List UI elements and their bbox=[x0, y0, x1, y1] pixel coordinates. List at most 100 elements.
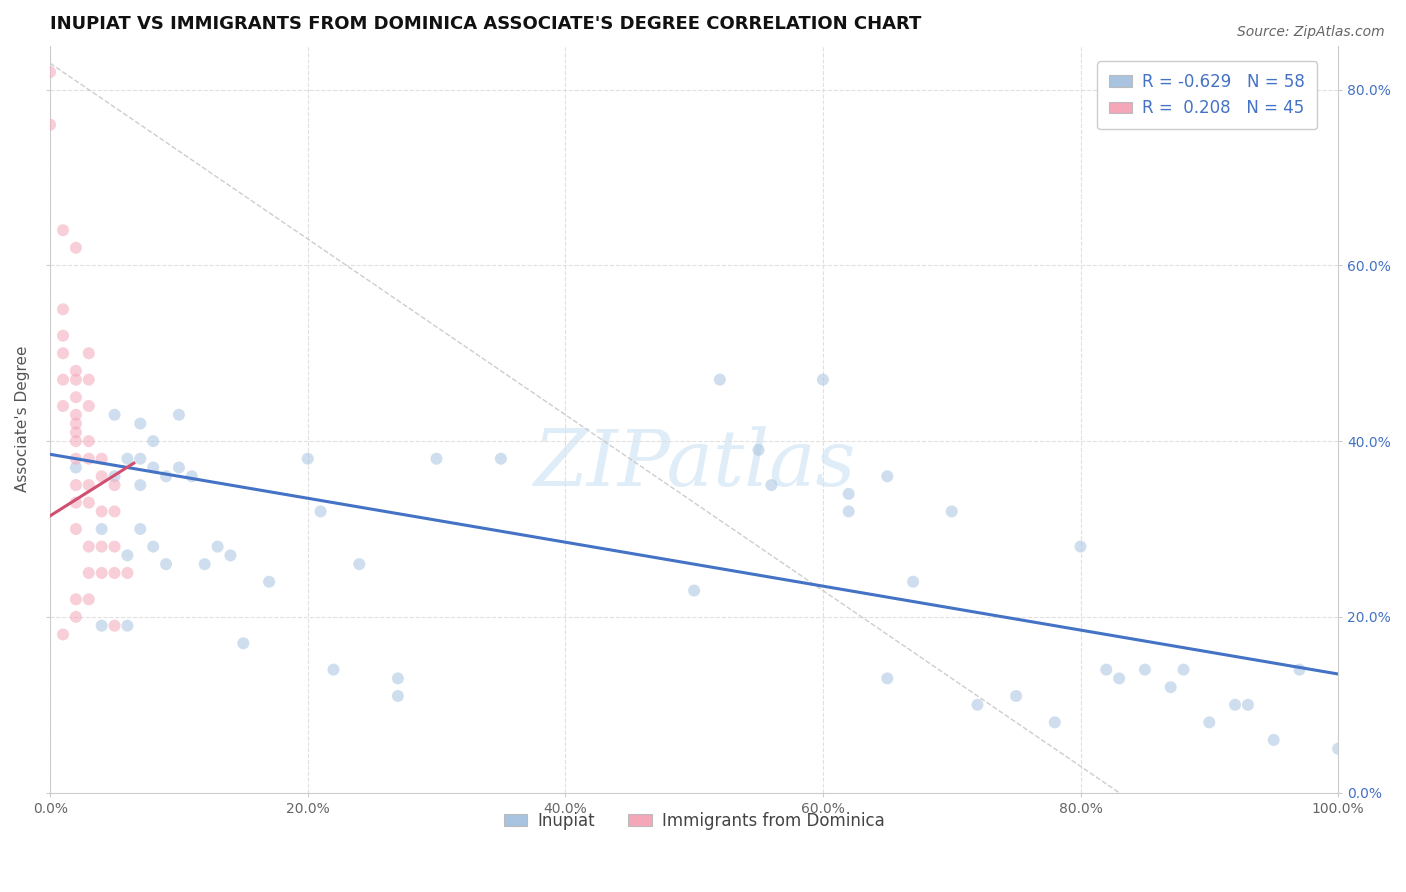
Point bbox=[194, 557, 217, 571]
Point bbox=[489, 451, 512, 466]
Point bbox=[65, 425, 87, 440]
Point bbox=[65, 610, 87, 624]
Point bbox=[1133, 663, 1156, 677]
Point bbox=[1263, 733, 1285, 747]
Point bbox=[103, 504, 125, 518]
Point bbox=[90, 618, 112, 632]
Point bbox=[838, 487, 860, 501]
Point bbox=[155, 557, 177, 571]
Point bbox=[966, 698, 988, 712]
Point bbox=[103, 469, 125, 483]
Point bbox=[838, 504, 860, 518]
Point bbox=[761, 478, 783, 492]
Point bbox=[52, 399, 75, 413]
Point bbox=[103, 566, 125, 580]
Point bbox=[876, 672, 898, 686]
Point bbox=[90, 566, 112, 580]
Point bbox=[811, 373, 834, 387]
Point bbox=[65, 592, 87, 607]
Legend: Inupiat, Immigrants from Dominica: Inupiat, Immigrants from Dominica bbox=[498, 805, 891, 837]
Point bbox=[129, 451, 152, 466]
Point bbox=[103, 408, 125, 422]
Point bbox=[65, 460, 87, 475]
Point bbox=[257, 574, 280, 589]
Point bbox=[901, 574, 924, 589]
Text: INUPIAT VS IMMIGRANTS FROM DOMINICA ASSOCIATE'S DEGREE CORRELATION CHART: INUPIAT VS IMMIGRANTS FROM DOMINICA ASSO… bbox=[51, 15, 921, 33]
Point bbox=[65, 364, 87, 378]
Point bbox=[77, 496, 100, 510]
Point bbox=[52, 328, 75, 343]
Point bbox=[117, 566, 139, 580]
Point bbox=[180, 469, 202, 483]
Point bbox=[1237, 698, 1260, 712]
Point bbox=[39, 118, 62, 132]
Point bbox=[1043, 715, 1066, 730]
Point bbox=[387, 689, 409, 703]
Point bbox=[77, 346, 100, 360]
Point bbox=[747, 442, 769, 457]
Point bbox=[117, 451, 139, 466]
Point bbox=[65, 241, 87, 255]
Point bbox=[77, 434, 100, 449]
Point bbox=[77, 592, 100, 607]
Point bbox=[1108, 672, 1130, 686]
Point bbox=[65, 408, 87, 422]
Point bbox=[1198, 715, 1220, 730]
Point bbox=[155, 469, 177, 483]
Text: ZIPatlas: ZIPatlas bbox=[533, 425, 855, 502]
Point bbox=[1223, 698, 1246, 712]
Point bbox=[1327, 741, 1350, 756]
Point bbox=[52, 346, 75, 360]
Point bbox=[1160, 680, 1182, 694]
Point bbox=[129, 478, 152, 492]
Point bbox=[77, 399, 100, 413]
Point bbox=[52, 223, 75, 237]
Point bbox=[65, 434, 87, 449]
Point bbox=[90, 504, 112, 518]
Point bbox=[65, 390, 87, 404]
Point bbox=[103, 618, 125, 632]
Point bbox=[52, 627, 75, 641]
Point bbox=[1173, 663, 1195, 677]
Point bbox=[387, 672, 409, 686]
Point bbox=[65, 417, 87, 431]
Point bbox=[52, 302, 75, 317]
Point bbox=[90, 540, 112, 554]
Point bbox=[65, 451, 87, 466]
Point bbox=[117, 549, 139, 563]
Point bbox=[1288, 663, 1310, 677]
Point bbox=[142, 460, 165, 475]
Point bbox=[52, 373, 75, 387]
Point bbox=[65, 522, 87, 536]
Point bbox=[142, 434, 165, 449]
Point bbox=[77, 540, 100, 554]
Point bbox=[1005, 689, 1028, 703]
Point bbox=[219, 549, 242, 563]
Point bbox=[90, 469, 112, 483]
Point bbox=[297, 451, 319, 466]
Point bbox=[103, 540, 125, 554]
Point bbox=[103, 478, 125, 492]
Point bbox=[1095, 663, 1118, 677]
Y-axis label: Associate's Degree: Associate's Degree bbox=[15, 346, 30, 492]
Point bbox=[77, 478, 100, 492]
Point bbox=[167, 408, 190, 422]
Point bbox=[77, 451, 100, 466]
Point bbox=[425, 451, 447, 466]
Point bbox=[39, 65, 62, 79]
Point bbox=[876, 469, 898, 483]
Point bbox=[65, 496, 87, 510]
Point bbox=[65, 373, 87, 387]
Point bbox=[167, 460, 190, 475]
Point bbox=[129, 417, 152, 431]
Point bbox=[1069, 540, 1091, 554]
Point bbox=[683, 583, 706, 598]
Point bbox=[232, 636, 254, 650]
Point bbox=[309, 504, 332, 518]
Text: Source: ZipAtlas.com: Source: ZipAtlas.com bbox=[1237, 25, 1385, 39]
Point bbox=[941, 504, 963, 518]
Point bbox=[349, 557, 371, 571]
Point bbox=[709, 373, 731, 387]
Point bbox=[117, 618, 139, 632]
Point bbox=[90, 522, 112, 536]
